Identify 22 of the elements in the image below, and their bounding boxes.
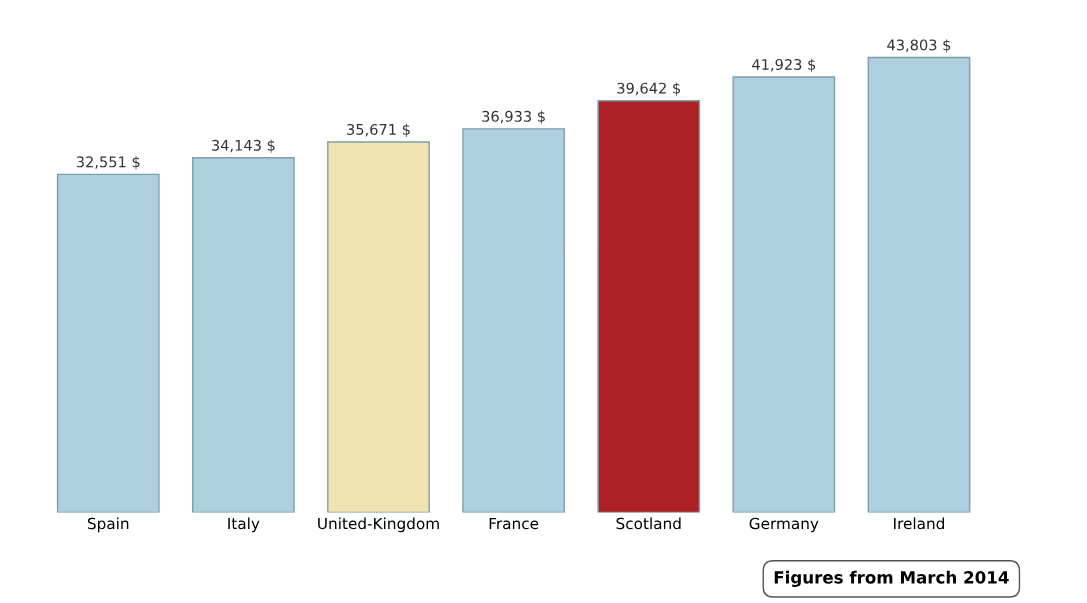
data-label: 34,143 $ xyxy=(212,139,275,153)
text: Figures from March 2014 xyxy=(774,570,1009,588)
x-tick-label: Ireland xyxy=(894,517,944,530)
bar xyxy=(56,173,160,513)
bar xyxy=(192,157,295,513)
bar xyxy=(597,99,701,513)
data-label: 39,642 $ xyxy=(617,82,680,96)
x-tick-label: France xyxy=(489,517,539,530)
data-label: 32,551 $ xyxy=(76,156,140,170)
x-tick-label: Italy xyxy=(228,517,260,533)
data-label: 35,671 $ xyxy=(347,123,410,137)
x-tick-label: United-Kingdom xyxy=(318,517,439,533)
bar xyxy=(732,76,836,513)
x-tick-label: Scotland xyxy=(616,517,681,530)
x-tick-label: Spain xyxy=(87,517,129,533)
bar xyxy=(462,128,565,513)
x-tick-label: Germany xyxy=(749,517,819,533)
data-label: 43,803 $ xyxy=(887,39,951,53)
bar xyxy=(327,141,430,513)
data-label: 41,923 $ xyxy=(752,58,816,72)
data-label: 36,933 $ xyxy=(482,110,545,124)
bar xyxy=(867,56,971,513)
